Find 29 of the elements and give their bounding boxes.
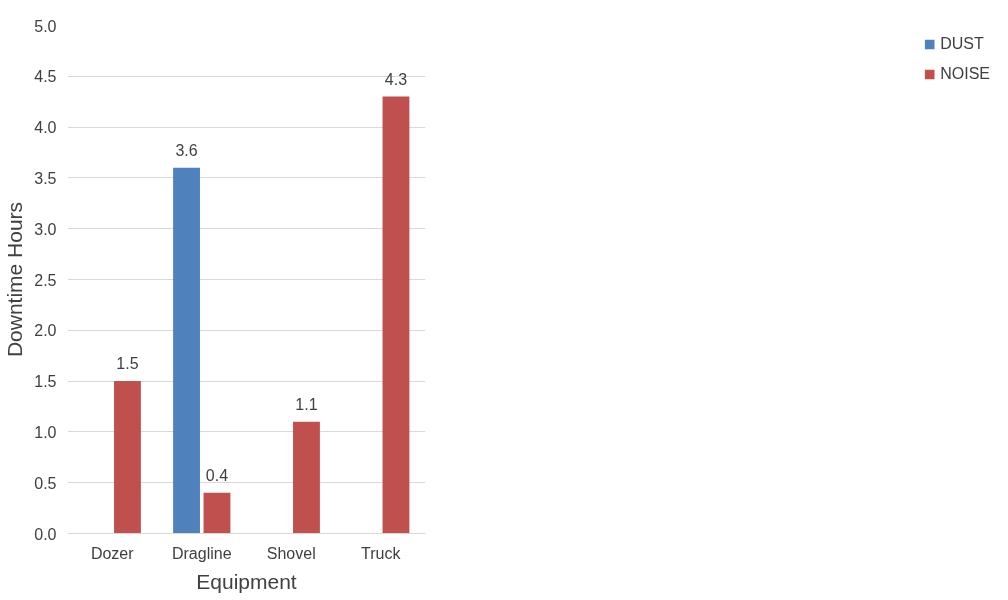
x-tick-label: Truck (361, 544, 402, 562)
bar (293, 421, 320, 534)
y-tick-label: 1.5 (34, 373, 57, 391)
y-tick-label: 3.5 (34, 169, 57, 187)
y-tick-label: 3.0 (34, 220, 57, 238)
y-tick-label: 4.0 (34, 119, 57, 137)
data-label: 3.6 (175, 141, 198, 159)
bar (114, 381, 141, 534)
y-axis-title: Downtime Hours (3, 201, 27, 358)
x-tick-label: Dragline (171, 544, 232, 562)
data-label: 1.5 (116, 355, 139, 373)
data-label: 0.4 (205, 466, 229, 484)
y-tick-label: 1.0 (34, 423, 57, 441)
y-tick-label: 0.5 (34, 474, 57, 492)
x-axis-title: Equipment (196, 569, 297, 593)
legend-label: DUST (940, 35, 984, 53)
data-label: 4.3 (384, 70, 408, 88)
y-tick-label: 5.0 (34, 17, 57, 35)
x-tick-label: Dozer (90, 544, 135, 562)
x-tick-label: Shovel (266, 544, 316, 562)
bar (382, 96, 410, 534)
bar (203, 492, 231, 534)
y-tick-label: 0.0 (34, 525, 57, 543)
y-tick-label: 4.5 (34, 68, 57, 86)
y-tick-label: 2.5 (34, 271, 57, 289)
data-label: 1.1 (295, 395, 318, 413)
y-tick-label: 2.0 (34, 322, 57, 340)
bar (173, 167, 200, 534)
legend-label: NOISE (940, 65, 990, 83)
